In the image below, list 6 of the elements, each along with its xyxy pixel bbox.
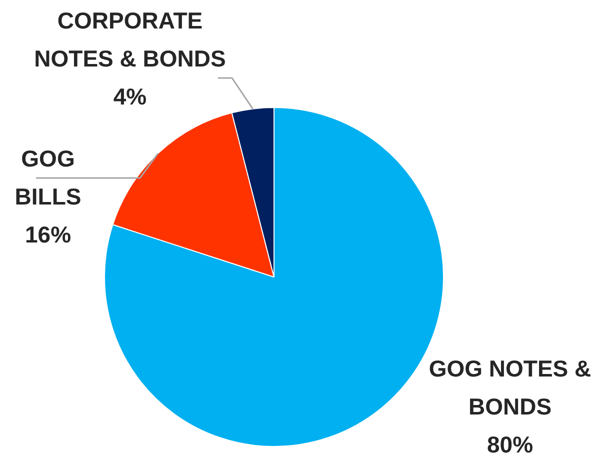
slice-label: GOG NOTES & BONDS xyxy=(428,355,592,420)
data-label: 80% xyxy=(486,431,534,458)
slice-label: GOG BILLS xyxy=(14,145,82,210)
data-label: 4% xyxy=(113,83,147,110)
data-label: 16% xyxy=(24,221,72,248)
slice-label: CORPORATE NOTES & BONDS xyxy=(34,7,226,72)
